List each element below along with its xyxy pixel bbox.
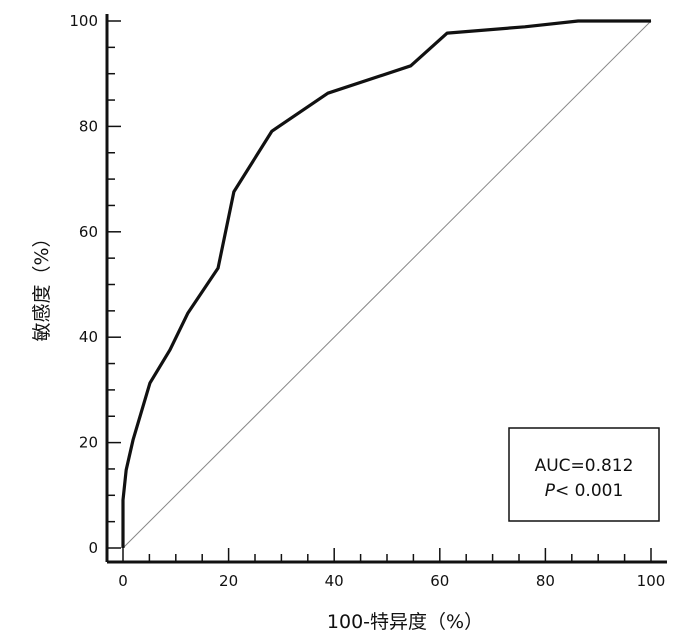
x-axis-title: 100-特异度（%） — [327, 611, 483, 633]
auc-label: AUC=0.812 — [535, 456, 634, 476]
x-tick-label: 20 — [219, 572, 238, 590]
reference-diagonal — [122, 20, 652, 549]
axes — [105, 14, 667, 564]
x-tick-label: 100 — [637, 572, 666, 590]
y-tick-label: 20 — [79, 434, 98, 452]
y-tick-label: 100 — [69, 12, 98, 30]
x-tick-label: 60 — [430, 572, 449, 590]
roc-curve — [121, 19, 651, 548]
y-tick-labels: 0 20 40 60 80 100 — [69, 12, 98, 557]
x-tick-labels: 0 20 40 60 80 100 — [118, 572, 665, 590]
x-tick-label: 0 — [118, 572, 128, 590]
y-tick-label: 0 — [88, 539, 98, 557]
y-axis-title: 敏感度（%） — [31, 228, 53, 341]
p-value-label: P< 0.001 — [545, 481, 624, 501]
y-tick-label: 60 — [79, 223, 98, 241]
x-tick-label: 80 — [536, 572, 555, 590]
y-tick-label: 40 — [79, 328, 98, 346]
annotation-box — [508, 427, 660, 522]
x-tick-label: 40 — [325, 572, 344, 590]
y-tick-label: 80 — [79, 117, 98, 135]
